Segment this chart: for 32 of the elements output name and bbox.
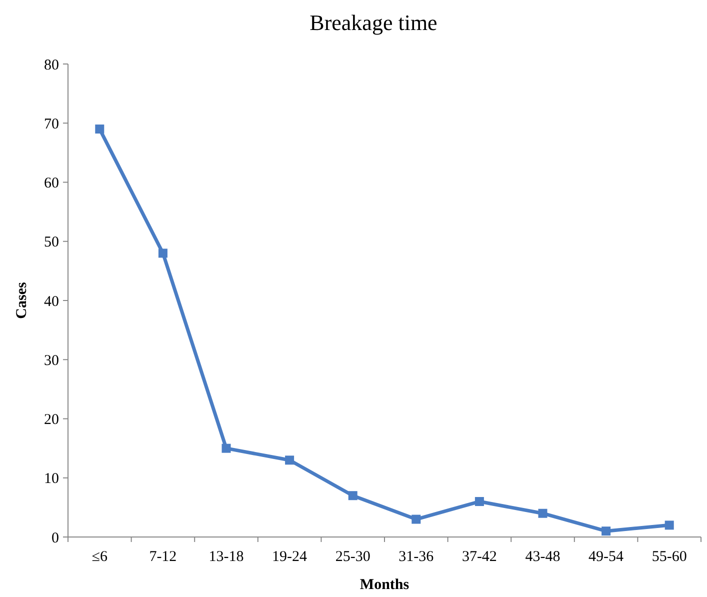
x-tick-label: 55-60 xyxy=(652,549,687,565)
y-tick-label: 0 xyxy=(52,530,59,546)
point xyxy=(412,514,421,524)
x-tick-label: ≤6 xyxy=(92,549,108,565)
x-tick-label: 31-36 xyxy=(398,549,434,565)
y-tick-label: 80 xyxy=(44,57,59,74)
y-tick-label: 60 xyxy=(44,176,59,192)
x-tick-label: 25-30 xyxy=(335,549,370,565)
x-tick-label: 37-42 xyxy=(462,549,497,565)
y-tick-label: 70 xyxy=(44,116,59,132)
x-tick-label: 19-24 xyxy=(272,549,308,565)
y-tick-label: 10 xyxy=(44,471,59,488)
point xyxy=(222,444,231,453)
point xyxy=(285,456,294,465)
point xyxy=(538,508,548,518)
point xyxy=(348,491,358,500)
x-tick-label: 43-48 xyxy=(525,549,560,565)
point xyxy=(602,526,611,536)
y-tick-label: 50 xyxy=(44,234,59,251)
point xyxy=(95,124,104,134)
y-tick-label: 40 xyxy=(44,294,59,310)
y-tick-label: 30 xyxy=(44,352,59,369)
x-axis-title: Months xyxy=(360,577,410,593)
point xyxy=(474,497,484,506)
y-tick-label: 20 xyxy=(44,412,59,428)
x-tick-label: 7-12 xyxy=(149,549,177,565)
x-tick-label: 13-18 xyxy=(208,549,244,565)
y-axis-title: Cases xyxy=(14,282,30,319)
chart-title: Breakage time xyxy=(310,10,438,35)
point xyxy=(158,248,168,258)
point xyxy=(664,520,674,530)
x-tick-label: 49-54 xyxy=(588,549,624,565)
